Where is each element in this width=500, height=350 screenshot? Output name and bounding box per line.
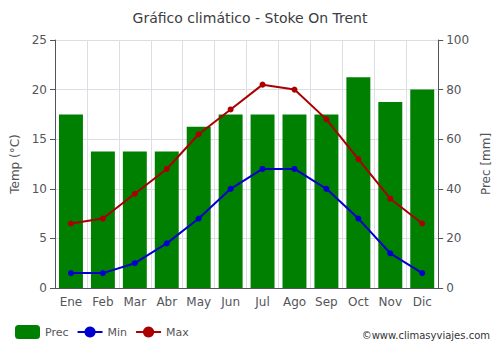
svg-text:Jul: Jul [254, 295, 269, 309]
svg-text:Min: Min [108, 326, 128, 339]
svg-text:Dic: Dic [413, 295, 432, 309]
svg-text:Prec: Prec [45, 326, 69, 339]
svg-text:0: 0 [39, 281, 47, 295]
svg-text:10: 10 [32, 182, 47, 196]
svg-text:Nov: Nov [379, 295, 402, 309]
svg-text:May: May [186, 295, 211, 309]
svg-text:20: 20 [446, 231, 461, 245]
svg-text:Oct: Oct [348, 295, 369, 309]
svg-text:Feb: Feb [92, 295, 113, 309]
svg-text:Abr: Abr [156, 295, 177, 309]
svg-text:Ago: Ago [283, 295, 306, 309]
svg-text:Gráfico climático - Stoke On T: Gráfico climático - Stoke On Trent [133, 10, 368, 26]
svg-text:Max: Max [166, 326, 189, 339]
svg-text:25: 25 [32, 33, 47, 47]
svg-text:60: 60 [446, 132, 461, 146]
svg-text:5: 5 [39, 231, 47, 245]
svg-text:Mar: Mar [124, 295, 147, 309]
svg-text:Temp (°C): Temp (°C) [8, 134, 22, 195]
svg-text:15: 15 [32, 132, 47, 146]
svg-text:80: 80 [446, 83, 461, 97]
svg-text:Prec [mm]: Prec [mm] [479, 133, 493, 195]
svg-text:Jun: Jun [220, 295, 240, 309]
svg-text:100: 100 [446, 33, 469, 47]
svg-text:©www.climasyviajes.com: ©www.climasyviajes.com [362, 330, 490, 341]
svg-text:40: 40 [446, 182, 461, 196]
svg-text:Ene: Ene [60, 295, 83, 309]
svg-text:Sep: Sep [315, 295, 338, 309]
svg-text:20: 20 [32, 83, 47, 97]
svg-text:0: 0 [446, 281, 454, 295]
